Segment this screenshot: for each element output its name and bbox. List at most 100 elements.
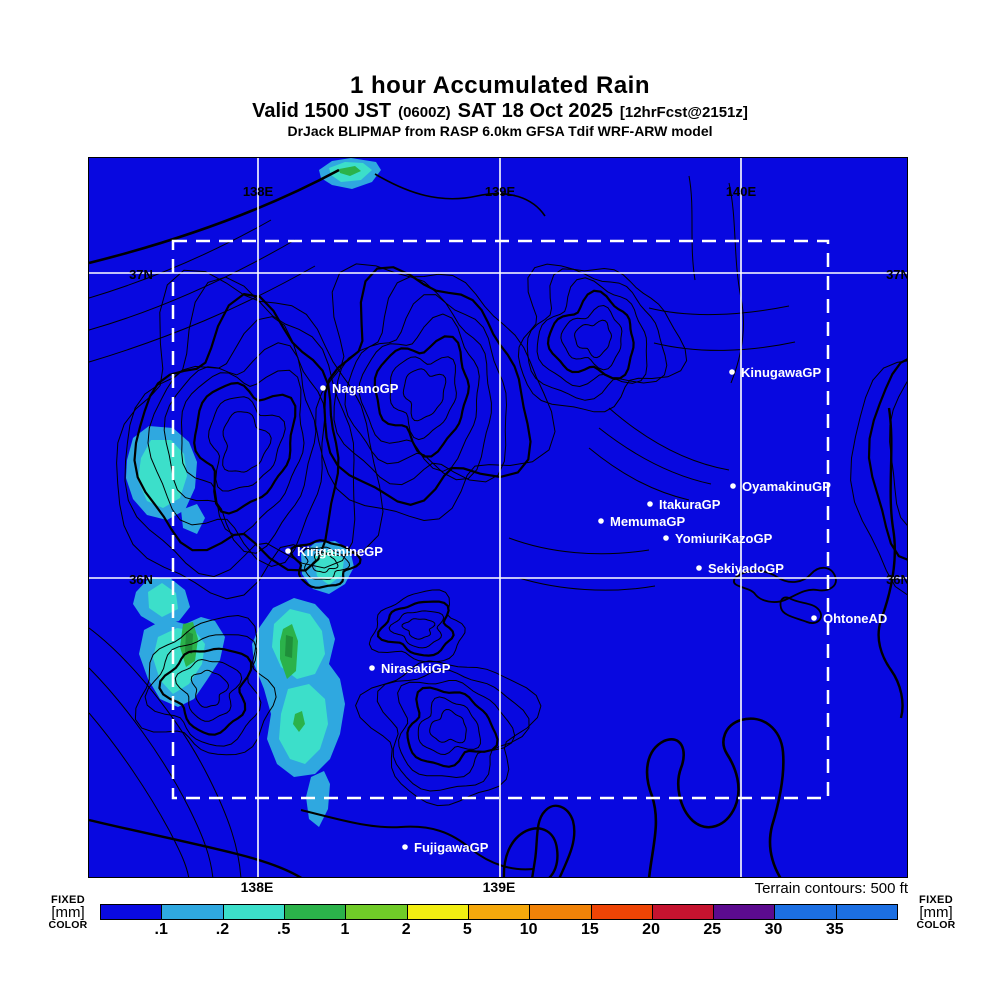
parallel-label: 36N bbox=[129, 572, 153, 587]
terrain-contour bbox=[89, 712, 190, 877]
site-marker bbox=[696, 565, 702, 571]
rain-patch bbox=[148, 583, 178, 617]
colorbar-tick-label: 10 bbox=[519, 921, 538, 938]
colorbar-segment bbox=[835, 905, 898, 919]
rain-map: 138E 139E 140E 37N 37N 36N 36N NaganoGP Kinugawa… bbox=[88, 157, 908, 878]
terrain-contour bbox=[389, 356, 457, 441]
terrain-contour bbox=[406, 686, 499, 768]
site-label: NirasakiGP bbox=[381, 661, 451, 676]
terrain-contour bbox=[588, 447, 690, 501]
terrain-contour bbox=[323, 266, 532, 506]
colorbar-segment bbox=[345, 905, 407, 919]
site-label: KinugawaGP bbox=[741, 365, 822, 380]
rain-patch bbox=[138, 440, 187, 508]
site-marker bbox=[320, 385, 326, 391]
site-marker bbox=[369, 665, 375, 671]
mm-label: [mm] bbox=[919, 904, 953, 921]
colorbar-tick-label: 5 bbox=[462, 921, 472, 938]
color-label: COLOR bbox=[48, 919, 88, 932]
colorbar-tick-label: 35 bbox=[825, 921, 844, 938]
terrain-contour bbox=[180, 369, 305, 536]
terrain-contour bbox=[401, 618, 436, 640]
colorbar-segment bbox=[467, 905, 530, 919]
colorbar-segment bbox=[529, 905, 591, 919]
terrain-contour bbox=[517, 263, 688, 413]
colorbar-segment bbox=[161, 905, 223, 919]
terrain-contour bbox=[368, 589, 466, 663]
site-label: SekiyadoGP bbox=[708, 561, 784, 576]
terrain-contour bbox=[134, 614, 277, 756]
coastline bbox=[779, 596, 822, 624]
valid-date: SAT 18 Oct 2025 bbox=[457, 100, 613, 122]
parallel-label: 37N bbox=[129, 267, 153, 282]
colorbar-tick-label: .2 bbox=[215, 921, 230, 938]
terrain-contour bbox=[303, 546, 351, 580]
terrain-contour bbox=[526, 268, 668, 401]
terrain-contour-note: Terrain contours: 500 ft bbox=[754, 880, 908, 897]
terrain-contour bbox=[536, 277, 648, 388]
terrain-contour bbox=[315, 263, 556, 522]
terrain-contour bbox=[89, 239, 296, 331]
site-label: FujigawaGP bbox=[414, 840, 489, 855]
colorbar-tick-label: 2 bbox=[401, 921, 411, 938]
valid-time-zulu: (0600Z) bbox=[398, 104, 451, 121]
colorbar-segment bbox=[283, 905, 346, 919]
terrain-contour bbox=[518, 577, 656, 591]
terrain-contour bbox=[311, 552, 339, 573]
colorbar-tick-label: .5 bbox=[277, 921, 291, 938]
bottom-longitude-label: 139E bbox=[482, 879, 516, 895]
terrain-contour bbox=[89, 265, 316, 363]
rain-patch bbox=[339, 166, 361, 176]
terrain-contour bbox=[397, 680, 516, 779]
terrain-contour bbox=[163, 342, 317, 554]
site-marker bbox=[663, 535, 669, 541]
colorbar-tick-label: .1 bbox=[154, 921, 168, 938]
terrain-contour bbox=[376, 668, 530, 792]
colorbar-tick-label: 20 bbox=[642, 921, 660, 938]
rain-patch bbox=[181, 504, 205, 534]
colorbar-segment bbox=[101, 905, 162, 919]
site-marker bbox=[285, 548, 291, 554]
rain-map-canvas: 138E 139E 140E 37N 37N 36N 36N NaganoGP Kinugawa… bbox=[89, 158, 907, 877]
site-label: MemumaGP bbox=[610, 514, 685, 529]
terrain-contour bbox=[89, 627, 242, 877]
meridian-label: 138E bbox=[243, 184, 274, 199]
terrain-contour bbox=[207, 396, 286, 492]
rain-colorbar bbox=[100, 904, 898, 920]
terrain-contour bbox=[574, 319, 613, 359]
site-label: OhtoneAD bbox=[823, 611, 887, 626]
site-marker bbox=[811, 615, 817, 621]
fixed-label: FIXED bbox=[51, 894, 85, 906]
fixed-label: FIXED bbox=[919, 894, 953, 906]
model-description: DrJack BLIPMAP from RASP 6.0km GFSA Tdif… bbox=[287, 123, 713, 139]
terrain-contour bbox=[429, 708, 467, 744]
site-marker bbox=[402, 844, 408, 850]
terrain-contour bbox=[158, 647, 253, 736]
terrain-contour bbox=[850, 360, 907, 596]
terrain-contour bbox=[222, 411, 272, 473]
colorbar-segment bbox=[774, 905, 836, 919]
terrain-contour bbox=[402, 368, 447, 422]
site-label: OyamakinuGP bbox=[742, 479, 831, 494]
coastline bbox=[877, 407, 904, 719]
terrain-contour bbox=[124, 276, 356, 578]
forecast-tag: [12hrFcst@2151z] bbox=[619, 104, 748, 121]
colorbar-segment bbox=[651, 905, 714, 919]
terrain-contour bbox=[653, 341, 796, 351]
colorbar-tick-label: 25 bbox=[703, 921, 722, 938]
terrain-contour bbox=[508, 537, 650, 555]
terrain-contour bbox=[344, 294, 492, 481]
valid-time-line: Valid 1500 JST (0600Z) SAT 18 Oct 2025 [… bbox=[0, 100, 1000, 123]
colorbar-tick-label: 15 bbox=[580, 921, 599, 938]
terrain-contour bbox=[417, 696, 481, 756]
colorbar-tick-label: 1 bbox=[340, 921, 350, 938]
terrain-contour bbox=[174, 658, 243, 722]
parallel-label: 37N bbox=[886, 267, 907, 282]
mm-label: [mm] bbox=[51, 904, 85, 921]
meridian-label: 140E bbox=[726, 184, 757, 199]
terrain-contour bbox=[376, 600, 455, 657]
terrain-contour bbox=[374, 173, 546, 217]
colorbar-tick-label: 30 bbox=[764, 921, 783, 938]
terrain-contour bbox=[116, 269, 384, 600]
